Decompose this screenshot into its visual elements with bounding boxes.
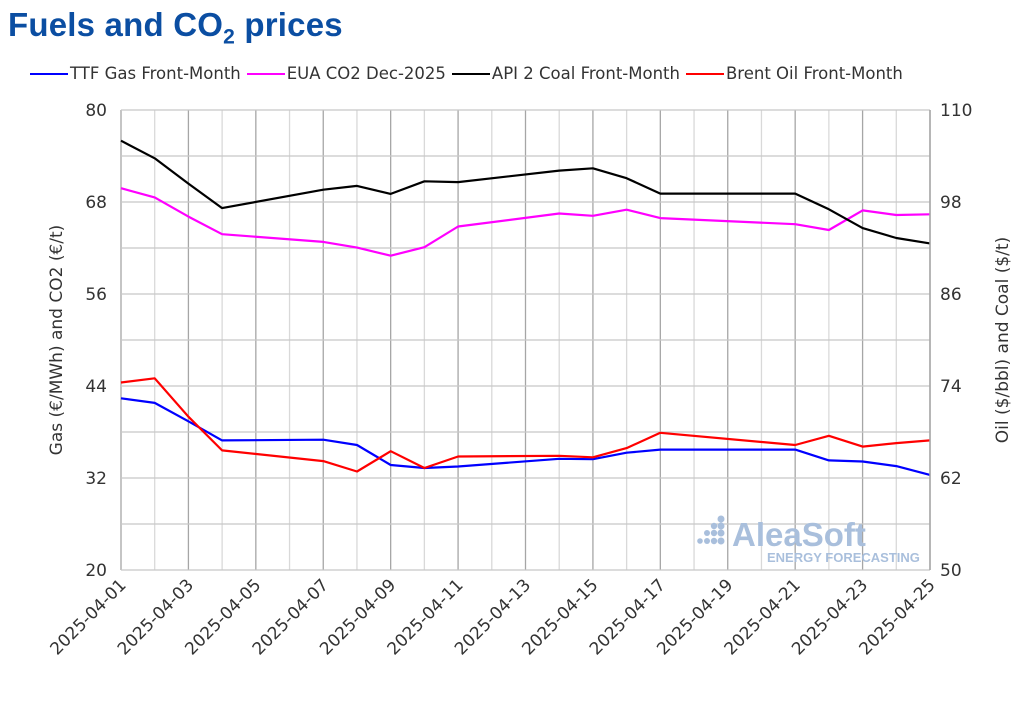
chart-title: Fuels and CO2 prices — [8, 6, 343, 50]
logo-dot — [717, 529, 725, 537]
series-line-eua-co2-dec-2025 — [120, 187, 931, 257]
logo-dot — [710, 537, 718, 545]
series-line-brent-oil-front-month — [120, 377, 931, 473]
logo-dot — [710, 529, 718, 537]
series-line-api-2-coal-front-month — [120, 139, 931, 245]
legend-label: EUA CO2 Dec-2025 — [286, 64, 446, 83]
y-tick-right-label: 98 — [940, 193, 962, 213]
logo-dot — [717, 522, 725, 530]
logo-dot — [710, 522, 718, 530]
y-tick-right-label: 50 — [940, 561, 962, 581]
logo-dot — [697, 538, 703, 544]
logo-dot — [704, 538, 710, 544]
y-tick-left-label: 32 — [85, 469, 107, 489]
legend-item-oil: Brent Oil Front-Month — [685, 64, 903, 83]
y-tick-left-label: 20 — [85, 561, 107, 581]
legend-swatch — [246, 72, 285, 75]
legend-swatch — [685, 72, 724, 75]
y-tick-left-label: 44 — [85, 377, 107, 397]
aleasoft-logo-icon — [697, 515, 725, 545]
legend-label: Brent Oil Front-Month — [725, 64, 903, 83]
y-tick-right-label: 74 — [940, 377, 962, 397]
y-axis-right-title: Oil ($/bbl) and Coal ($/t) — [993, 237, 1013, 443]
legend-swatch — [30, 72, 68, 75]
title-subscript: 2 — [223, 25, 235, 49]
y-tick-right-label: 86 — [940, 285, 962, 305]
y-tick-right-label: 110 — [940, 101, 972, 121]
legend: TTF Gas Front-Month EUA CO2 Dec-2025 API… — [30, 64, 903, 83]
watermark-brand: AleaSoft — [732, 516, 866, 553]
y-tick-left-label: 68 — [85, 193, 107, 213]
aleasoft-watermark: AleaSoft ENERGY FORECASTING — [697, 515, 920, 565]
logo-dot — [717, 537, 725, 545]
series-line-ttf-gas-front-month — [120, 397, 931, 476]
logo-dot — [704, 530, 710, 536]
title-tail: prices — [235, 6, 343, 43]
legend-item-co2: EUA CO2 Dec-2025 — [246, 64, 446, 83]
logo-dot — [717, 515, 725, 523]
y-axis-left-title: Gas (€/MWh) and CO2 (€/t) — [47, 225, 67, 456]
legend-swatch — [451, 72, 490, 75]
title-text: Fuels and CO — [8, 6, 224, 43]
legend-item-coal: API 2 Coal Front-Month — [451, 64, 680, 83]
legend-label: TTF Gas Front-Month — [70, 64, 241, 83]
watermark-tagline: ENERGY FORECASTING — [767, 550, 920, 565]
legend-item-gas: TTF Gas Front-Month — [30, 64, 241, 83]
y-tick-right-label: 62 — [940, 469, 962, 489]
legend-label: API 2 Coal Front-Month — [491, 64, 680, 83]
y-tick-left-label: 56 — [85, 285, 107, 305]
y-tick-left-label: 80 — [85, 101, 107, 121]
